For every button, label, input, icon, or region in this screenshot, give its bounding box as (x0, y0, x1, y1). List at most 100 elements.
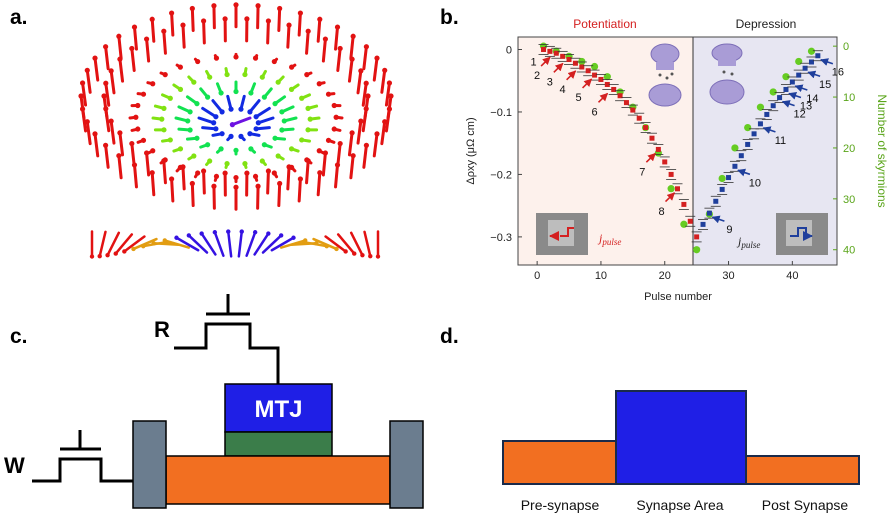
pulse-annotation-arrow (788, 91, 802, 100)
pulse-annotation-label: 13 (800, 100, 812, 112)
pulse-annotation-label: 11 (775, 135, 786, 147)
potentiation-label: Potentiation (573, 17, 636, 31)
skyrmion-count-point (807, 47, 816, 55)
spin-arrow-head (317, 170, 323, 176)
depression-point (815, 53, 821, 59)
spin-arrow-head (103, 142, 109, 148)
cross-section-spin-head (113, 251, 118, 256)
mtj-label: MTJ (255, 396, 303, 423)
potentiation-point (643, 125, 649, 131)
spin-arrow (321, 151, 327, 177)
cross-section-spin (336, 233, 356, 255)
potentiation-point (579, 64, 585, 70)
panel-label-d: d. (440, 325, 459, 348)
cross-section-spin-head (368, 253, 373, 259)
spin-arrow-head (117, 130, 123, 136)
cross-section-spin-head (278, 233, 284, 238)
cross-section-spin-head (105, 252, 110, 258)
depression-point (796, 72, 802, 78)
spin-arrow-head (322, 36, 329, 42)
cross-section-spin-head (266, 231, 271, 236)
cross-section-spin (261, 234, 283, 254)
cross-section-spin-head (151, 241, 156, 246)
cross-section-spin (132, 237, 158, 251)
spin-arrow-head (286, 22, 292, 28)
synapse-illustration-potentiation (648, 43, 682, 107)
pulse-annotation-label: 9 (726, 224, 732, 236)
skyrmion-cross-section-spins (89, 229, 381, 259)
y-right-tick-label: 30 (843, 194, 855, 206)
y-right-tick-label: 10 (843, 92, 855, 104)
cross-section-spin-head (162, 238, 167, 243)
depression-point (745, 141, 751, 147)
device-inset-right (776, 213, 828, 255)
potentiation-point (547, 48, 553, 54)
spin-arrow-head (161, 158, 167, 164)
spin-arrow (117, 34, 123, 60)
spin-arrow-head (255, 120, 261, 126)
spin-arrow-head (244, 170, 250, 176)
spin-arrow-head (177, 64, 183, 70)
skyrmion-count-point (769, 88, 777, 96)
spin-arrow (334, 163, 340, 189)
spin-arrow-head (233, 54, 239, 60)
depression-point (783, 86, 789, 92)
heavy-metal-track (165, 455, 391, 505)
spin-arrow-head (386, 106, 393, 112)
x-tick-label: 20 (659, 270, 671, 282)
spin-arrow-head (305, 127, 311, 133)
cross-section-spin-head (174, 235, 179, 240)
spin-arrow (81, 81, 88, 107)
spin-arrow-head (194, 135, 200, 141)
spin-arrow-head (131, 24, 138, 30)
cross-section-spin (237, 230, 243, 258)
potentiation-point (623, 100, 629, 106)
spin-arrow-head (331, 126, 337, 132)
depression-point (808, 59, 814, 65)
spin-arrow (372, 56, 379, 82)
spin-arrow-head (224, 161, 230, 167)
spin-arrow-head (242, 71, 248, 78)
skyrmion-count-point (578, 57, 586, 66)
spin-arrow-head (224, 71, 230, 78)
potentiation-point (655, 146, 661, 152)
spin-arrow-head (331, 102, 337, 109)
spin-arrow-head (350, 153, 356, 159)
potentiation-point (681, 201, 687, 207)
spin-arrow-head (116, 33, 122, 39)
skyrmion-count-point (680, 220, 688, 228)
spin-arrow-head (299, 137, 305, 143)
potentiation-point (636, 115, 642, 121)
spin-arrow (145, 37, 151, 63)
spin-arrow (85, 68, 92, 94)
spin-arrow-head (279, 109, 285, 115)
skyrmion-spin-texture (78, 2, 394, 211)
spin-arrow (181, 165, 186, 191)
spin-arrow (170, 177, 175, 203)
spin-arrow-head (129, 45, 135, 52)
spin-arrow-head (149, 16, 155, 22)
spin-arrow (230, 116, 252, 127)
spin-arrow-head (207, 74, 213, 80)
spin-arrow (130, 142, 136, 168)
mtj-free-layer (224, 431, 333, 457)
spin-arrow-head (194, 101, 200, 107)
spin-arrow-head (92, 55, 98, 61)
spin-arrow-head (140, 137, 147, 143)
left-electrode (132, 420, 167, 509)
spin-arrow-head (131, 162, 138, 168)
spin-arrow-head (187, 127, 193, 133)
skyrmion-count-point (693, 246, 701, 254)
spin-arrow (130, 46, 136, 72)
cross-section-spin (324, 235, 347, 253)
spin-arrow (305, 159, 310, 185)
spin-arrow (104, 143, 110, 169)
spin-arrow-head (101, 93, 107, 99)
spin-arrow (190, 182, 195, 208)
pulse-annotation-arrow (553, 62, 564, 73)
potentiation-point (585, 68, 591, 74)
spin-arrow (384, 81, 391, 107)
spin-arrow (93, 132, 100, 158)
spin-arrow-head (275, 153, 281, 159)
